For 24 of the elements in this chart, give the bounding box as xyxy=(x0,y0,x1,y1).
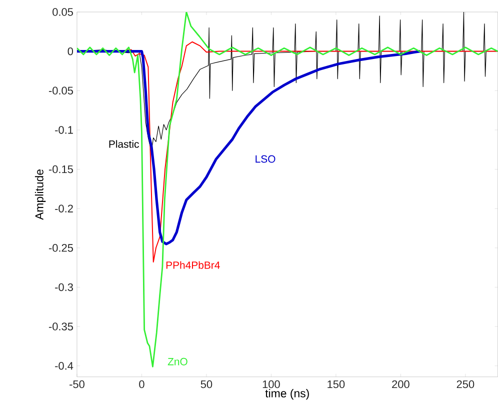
y-tick-label: -0.4 xyxy=(55,362,74,370)
series-label: ZnO xyxy=(168,358,188,366)
y-tick-label: -0.05 xyxy=(48,86,73,95)
y-tick-label: 0.05 xyxy=(52,8,73,16)
x-tick-label: 250 xyxy=(456,380,474,388)
x-tick-label: 0 xyxy=(139,380,144,388)
y-tick-label: -0.35 xyxy=(48,322,73,330)
y-tick-label: -0.15 xyxy=(48,165,73,174)
line-series xyxy=(76,12,498,368)
x-axis-title: time (ns) xyxy=(265,389,309,400)
y-tick-label: -0.3 xyxy=(55,283,73,292)
x-tick-label: 200 xyxy=(392,380,410,388)
x-tick-label: 100 xyxy=(262,380,280,388)
y-tick-label: -0.25 xyxy=(48,244,73,252)
y-tick-label: 0 xyxy=(68,48,74,56)
y-tick-label: -0.2 xyxy=(55,204,73,213)
series-label: Plastic xyxy=(109,140,139,148)
y-axis-title: Amplitude xyxy=(34,170,46,220)
x-tick-label: -50 xyxy=(70,380,84,388)
x-tick-label: 50 xyxy=(200,380,212,388)
series-label: PPh4PbBr4 xyxy=(166,261,220,269)
y-tick-label: -0.1 xyxy=(55,126,73,134)
x-tick-label: 150 xyxy=(328,380,345,388)
text: LSO xyxy=(256,155,276,163)
